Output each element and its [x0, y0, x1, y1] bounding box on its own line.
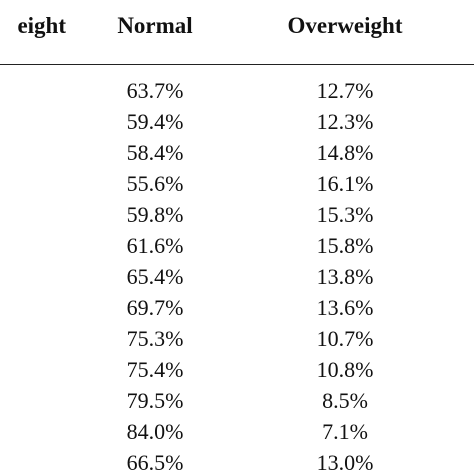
cell-overweight: 13.8%: [316, 264, 374, 289]
table-body: 63.7% 12.7% 59.4% 12.3% 58.4% 14.8% 55.6% 16.1%…: [0, 75, 474, 474]
table-row: 75.3% 10.7%: [0, 323, 474, 354]
table-row: 59.4% 12.3%: [0, 106, 474, 137]
table-row: 63.7% 12.7%: [0, 75, 474, 106]
cell-normal: 63.7%: [126, 78, 184, 103]
cell-overweight: 7.1%: [322, 419, 368, 444]
cell-overweight: 12.3%: [316, 109, 374, 134]
column-header-underweight-partial: eight: [17, 13, 66, 38]
cell-overweight: 12.7%: [316, 78, 374, 103]
cell-normal: 75.4%: [126, 357, 184, 382]
cell-overweight: 13.6%: [316, 295, 374, 320]
table-row: 79.5% 8.5%: [0, 385, 474, 416]
cell-overweight: 15.8%: [316, 233, 374, 258]
cell-overweight: 13.0%: [316, 450, 374, 474]
cell-normal: 65.4%: [126, 264, 184, 289]
cell-overweight: 15.3%: [316, 202, 374, 227]
column-header-normal: Normal: [117, 13, 193, 38]
table-row: 66.5% 13.0%: [0, 447, 474, 474]
column-header-overweight: Overweight: [287, 13, 403, 38]
cell-overweight: 10.8%: [316, 357, 374, 382]
cell-normal: 66.5%: [126, 450, 184, 474]
cell-normal: 58.4%: [126, 140, 184, 165]
table-row: 65.4% 13.8%: [0, 261, 474, 292]
table-row: 84.0% 7.1%: [0, 416, 474, 447]
cell-overweight: 16.1%: [316, 171, 374, 196]
table-row: 55.6% 16.1%: [0, 168, 474, 199]
table-row: 61.6% 15.8%: [0, 230, 474, 261]
table-row: 69.7% 13.6%: [0, 292, 474, 323]
cell-normal: 84.0%: [126, 419, 184, 444]
header-divider: [0, 64, 474, 65]
cell-normal: 55.6%: [126, 171, 184, 196]
cell-normal: 69.7%: [126, 295, 184, 320]
table-row: 59.8% 15.3%: [0, 199, 474, 230]
cell-normal: 79.5%: [126, 388, 184, 413]
table-row: 58.4% 14.8%: [0, 137, 474, 168]
cell-normal: 75.3%: [126, 326, 184, 351]
cell-normal: 61.6%: [126, 233, 184, 258]
table-row: 75.4% 10.8%: [0, 354, 474, 385]
cell-normal: 59.8%: [126, 202, 184, 227]
cell-overweight: 8.5%: [322, 388, 368, 413]
cell-normal: 59.4%: [126, 109, 184, 134]
cell-overweight: 10.7%: [316, 326, 374, 351]
cell-overweight: 14.8%: [316, 140, 374, 165]
